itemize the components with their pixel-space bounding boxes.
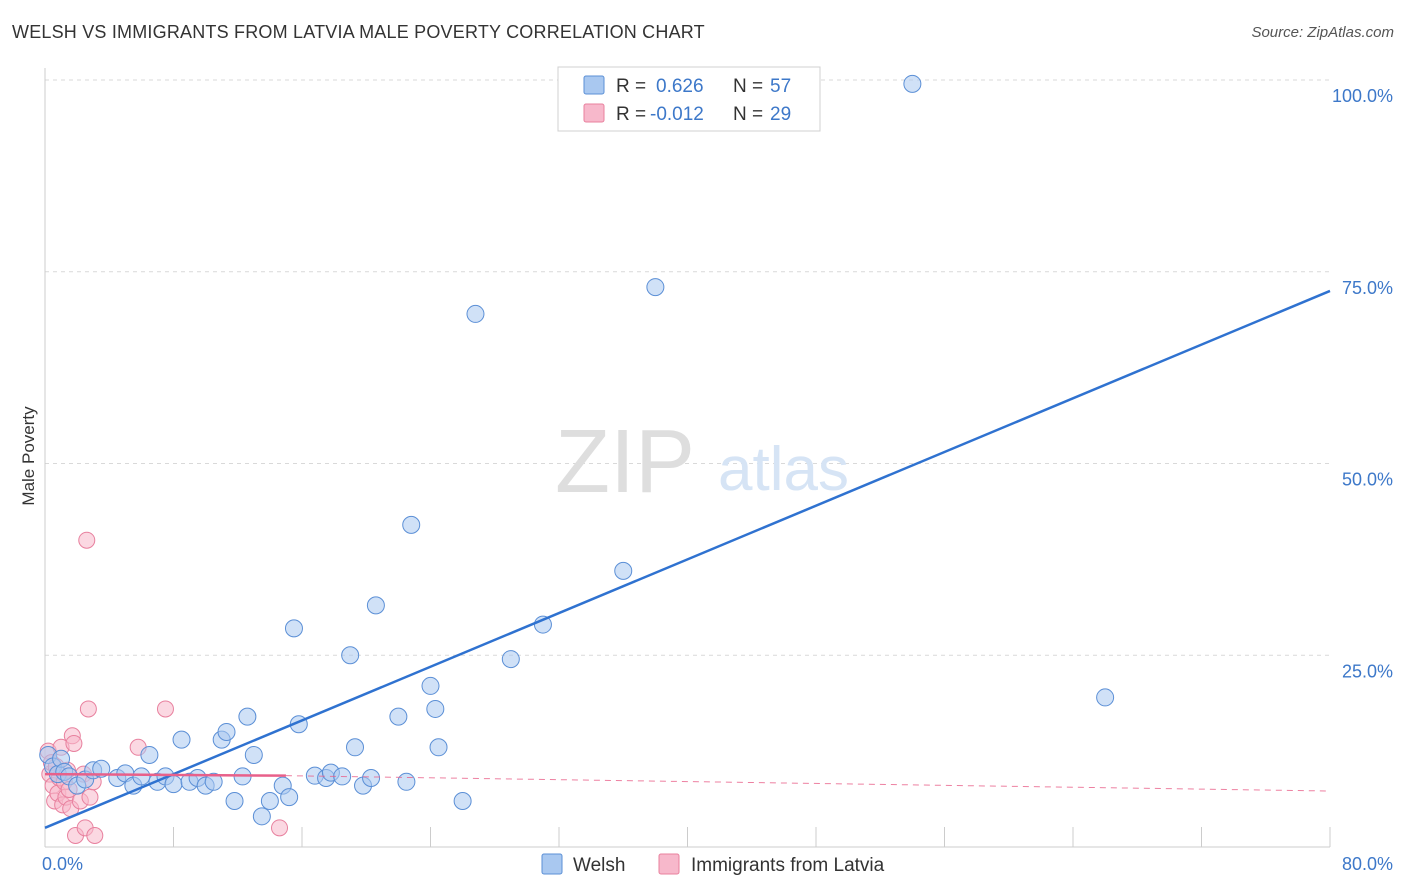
welsh-point [397, 772, 416, 791]
legend-swatch-latvia [583, 103, 605, 123]
bottom-legend-label-welsh: Welsh [573, 855, 625, 876]
y-axis-label: Male Poverty [19, 406, 38, 506]
welsh-point [132, 767, 151, 786]
welsh-point [614, 561, 633, 580]
y-tick-label-1: 50.0% [1342, 470, 1393, 490]
bottom-legend-label-latvia: Immigrants from Latvia [691, 855, 885, 876]
welsh-point [92, 759, 111, 778]
legend-r-label-welsh: R = [616, 76, 646, 97]
watermark-zip: ZIP [555, 412, 695, 512]
welsh-point [260, 791, 279, 810]
bottom-legend-swatch-welsh [541, 853, 563, 875]
bottom-legend: Welsh Immigrants from Latvia [541, 853, 885, 876]
latvia-point [81, 788, 99, 806]
welsh-point [140, 745, 159, 764]
welsh-point [426, 699, 445, 718]
x-tick-label-1: 80.0% [1342, 854, 1393, 874]
welsh-point [346, 738, 365, 757]
welsh-point [453, 791, 472, 810]
x-tick-label-0: 0.0% [42, 854, 83, 874]
welsh-point [1096, 688, 1115, 707]
welsh-point [341, 646, 360, 665]
watermark: ZIP atlas [555, 412, 849, 512]
chart-source: Source: ZipAtlas.com [1251, 24, 1394, 41]
legend-n-value-latvia: 29 [770, 104, 791, 125]
welsh-point [903, 74, 922, 93]
legend-swatch-welsh [583, 75, 605, 95]
welsh-point [421, 676, 440, 695]
gridlines [45, 79, 1330, 656]
welsh-point [501, 650, 520, 669]
trendlines [44, 289, 1331, 829]
latvia-points [39, 531, 289, 844]
legend-n-label-welsh: N = [733, 76, 763, 97]
latvia-point [156, 700, 174, 718]
welsh-point [284, 619, 303, 638]
chart-title: WELSH VS IMMIGRANTS FROM LATVIA MALE POV… [12, 22, 705, 42]
axes [44, 68, 1331, 848]
welsh-point [362, 768, 381, 787]
legend-r-label-latvia: R = [616, 104, 646, 125]
welsh-point [164, 775, 183, 794]
latvia-trendline-extended [285, 775, 1331, 792]
welsh-point [280, 788, 299, 807]
welsh-point [217, 722, 236, 741]
welsh-point [646, 278, 665, 297]
welsh-trendline [44, 289, 1331, 829]
y-tick-label-2: 75.0% [1342, 278, 1393, 298]
welsh-point [225, 791, 244, 810]
latvia-point [65, 734, 83, 752]
welsh-point [172, 730, 191, 749]
y-tick-label-3: 100.0% [1332, 86, 1393, 106]
legend-r-value-latvia: -0.012 [650, 104, 704, 125]
legend-n-value-welsh: 57 [770, 76, 791, 97]
latvia-point [79, 700, 97, 718]
bottom-legend-swatch-latvia [658, 853, 680, 875]
welsh-point [244, 745, 263, 764]
tick-labels: 25.0% 50.0% 75.0% 100.0% 0.0% 80.0% [42, 86, 1393, 874]
latvia-point [86, 826, 104, 844]
y-tick-label-0: 25.0% [1342, 661, 1393, 681]
welsh-point [389, 707, 408, 726]
welsh-point [429, 738, 448, 757]
welsh-point [466, 304, 485, 323]
latvia-trendline [44, 772, 286, 777]
welsh-point [402, 515, 421, 534]
welsh-points [39, 74, 1115, 826]
legend-r-value-welsh: 0.626 [656, 76, 704, 97]
latvia-point [271, 819, 289, 837]
welsh-point [238, 707, 257, 726]
welsh-point [204, 772, 223, 791]
latvia-point [78, 531, 96, 549]
legend-n-label-latvia: N = [733, 104, 763, 125]
welsh-point [252, 807, 271, 826]
welsh-point [366, 596, 385, 615]
watermark-atlas: atlas [718, 435, 849, 504]
legend: R = 0.626 N = 57 R = -0.012 N = 29 [557, 66, 821, 132]
